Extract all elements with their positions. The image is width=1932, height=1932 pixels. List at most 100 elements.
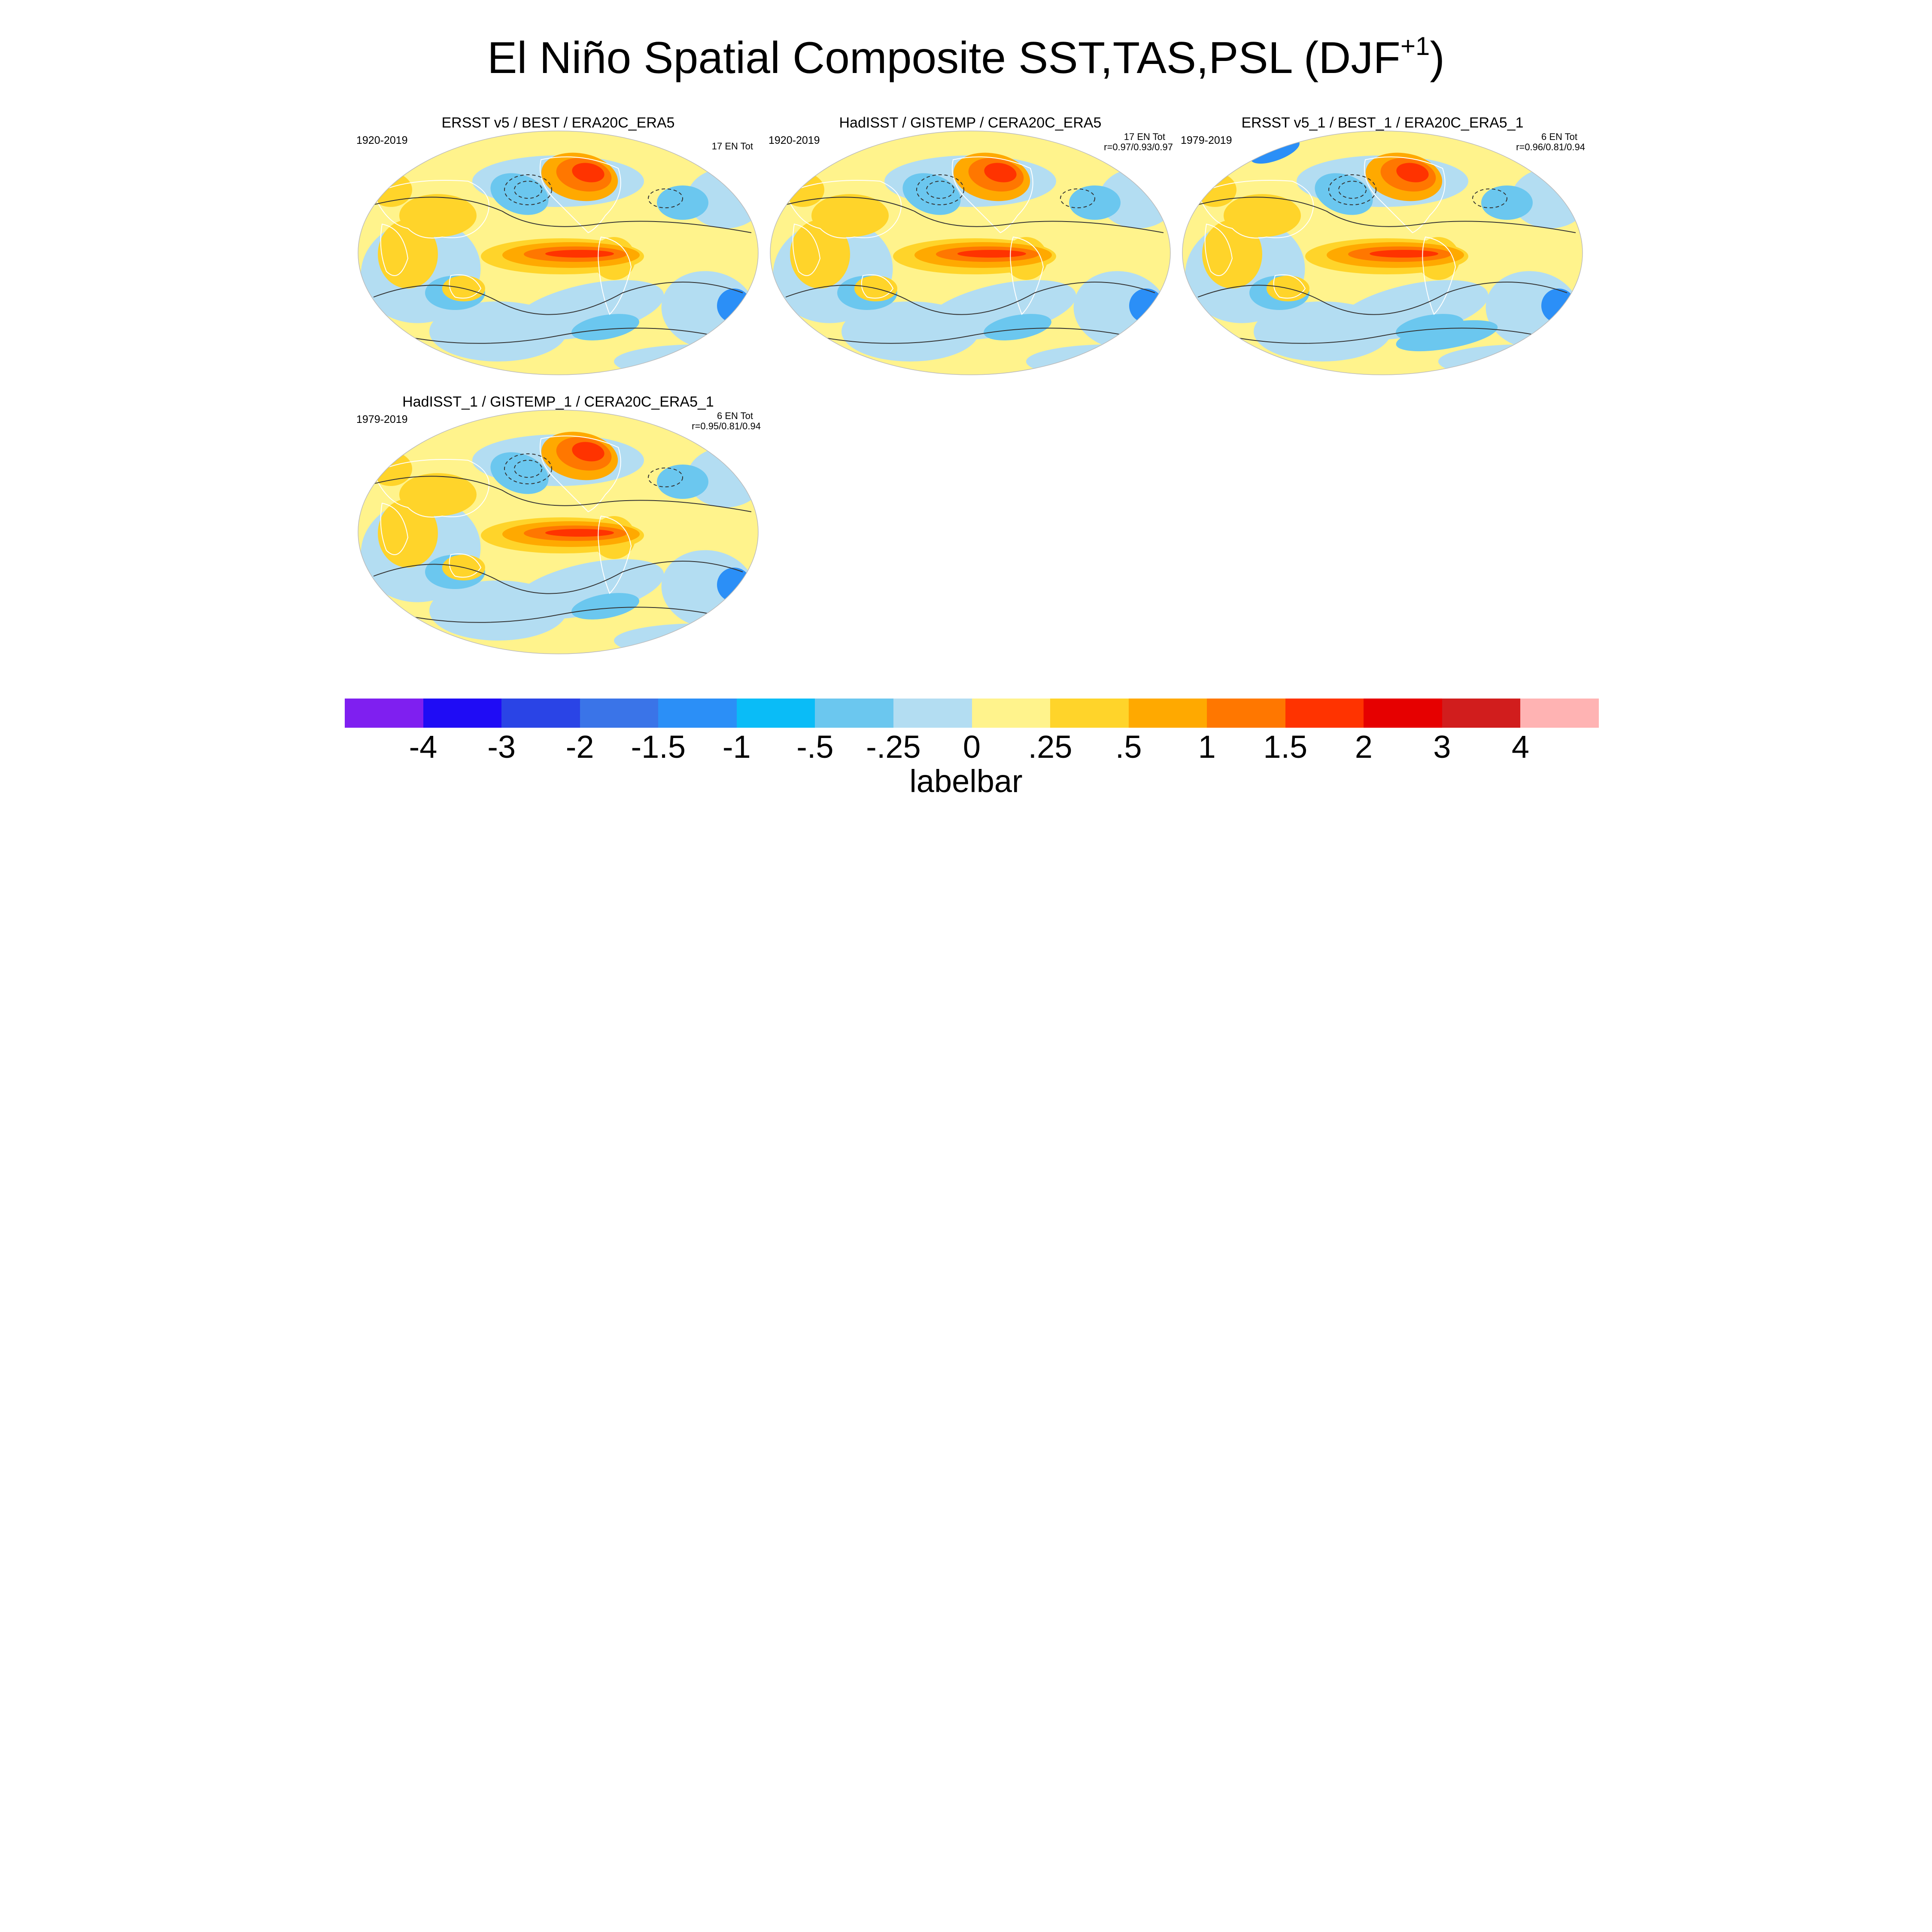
- coastline-africa: [1204, 223, 1233, 276]
- coastlines: [373, 435, 632, 594]
- labelbar-tick-label: -3: [487, 729, 516, 765]
- labelbar-swatch: [1364, 699, 1442, 728]
- composite-map: [1182, 131, 1583, 375]
- labelbar-tick-label: 4: [1511, 729, 1530, 765]
- warm-peak-north-america: [1396, 163, 1429, 182]
- cool-core-south-pacific: [571, 593, 639, 620]
- labelbar-tick-label: .5: [1115, 729, 1142, 765]
- warm-anomaly-europe: [369, 173, 412, 207]
- coastline-australia: [449, 274, 482, 299]
- panel-event-count: 17 EN Tot: [711, 141, 753, 152]
- labelbar-swatch: [658, 699, 737, 728]
- figure-title: El Niño Spatial Composite SST,TAS,PSL (D…: [0, 30, 1932, 86]
- labelbar-tick-label: -4: [409, 729, 437, 765]
- cool-anomaly-southern-ocean: [841, 301, 979, 361]
- labelbar-tick-label: -1: [722, 729, 751, 765]
- warm-peak-north-america: [572, 442, 605, 462]
- cool-core-south-atlantic: [1541, 289, 1576, 323]
- psl-contour-negative: [648, 468, 683, 487]
- cool-core-atlantic: [657, 465, 708, 499]
- labelbar-swatch: [1050, 699, 1129, 728]
- labelbar-swatch: [815, 699, 893, 728]
- psl-contour-line: [1206, 328, 1559, 344]
- labelbar-tick-label: 2: [1355, 729, 1373, 765]
- composite-map: [770, 131, 1171, 375]
- labelbar-tick-label: -1.5: [631, 729, 686, 765]
- labelbar-swatch: [1128, 699, 1207, 728]
- labelbar-tick-label: .25: [1028, 729, 1072, 765]
- panel-period: 1920-2019: [769, 134, 820, 146]
- psl-contour-line: [1197, 282, 1567, 315]
- coastline-south-america: [1010, 236, 1044, 315]
- coastline-eurasia: [373, 459, 489, 518]
- coastline-australia: [861, 274, 894, 299]
- labelbar-tick-labels: -4 -3 -2 -1.5 -1 -.5 -.25 0 .25 .5 1 1.5 2 3 4: [345, 730, 1599, 764]
- psl-contour-line: [794, 328, 1147, 344]
- psl-contours: [365, 174, 752, 344]
- labelbar-tick-label: -2: [565, 729, 594, 765]
- psl-contour-negative: [1328, 174, 1376, 205]
- cool-anomaly-southern-ocean: [1254, 301, 1391, 361]
- labelbar-swatch: [1285, 699, 1364, 728]
- labelbar-swatch: [1207, 699, 1285, 728]
- composite-map: [358, 131, 759, 375]
- labelbar-swatch: [423, 699, 502, 728]
- panel-correlation: r=0.97/0.93/0.97: [1104, 142, 1173, 152]
- psl-contour-negative: [504, 174, 552, 205]
- panel-title: ERSST v5_1 / BEST_1 / ERA20C_ERA5_1: [1241, 115, 1524, 131]
- figure-title-close: ): [1430, 33, 1445, 83]
- psl-contour-line: [373, 282, 743, 315]
- labelbar-tick-label: 0: [963, 729, 981, 765]
- labelbar-tick-label: 1: [1198, 729, 1216, 765]
- cool-core-atlantic: [657, 185, 708, 220]
- coastlines: [785, 156, 1044, 315]
- coastline-eurasia: [1197, 180, 1314, 239]
- warm-anomaly-indian-ocean: [378, 220, 438, 289]
- panel-title: ERSST v5 / BEST / ERA20C_ERA5: [441, 115, 675, 131]
- labelbar-swatch: [580, 699, 659, 728]
- figure-title-superscript: +1: [1400, 32, 1430, 61]
- cool-core-south-pacific: [571, 314, 639, 340]
- coastline-north-america: [540, 435, 621, 513]
- figure-title-text: El Niño Spatial Composite SST,TAS,PSL (D…: [487, 33, 1400, 83]
- labelbar-tick-label: 1.5: [1263, 729, 1308, 765]
- cool-core-atlantic: [1481, 185, 1533, 220]
- warm-anomaly-indian-ocean: [790, 220, 850, 289]
- map-border: [1182, 131, 1583, 375]
- warm-peak-north-america: [984, 163, 1017, 182]
- panel-correlation: r=0.96/0.81/0.94: [1516, 142, 1585, 152]
- cool-anomaly-southern-ocean: [429, 580, 567, 641]
- psl-contour-negative: [926, 181, 954, 199]
- panel-correlation: r=0.95/0.81/0.94: [692, 421, 761, 431]
- map-field: [358, 131, 758, 375]
- coastline-south-america: [598, 236, 632, 315]
- coastline-eurasia: [373, 180, 489, 239]
- labelbar-tick-label: 3: [1433, 729, 1451, 765]
- map-border: [770, 131, 1171, 375]
- psl-contours: [1189, 174, 1576, 344]
- labelbar-swatch: [972, 699, 1051, 728]
- cool-core-south-atlantic: [717, 568, 751, 602]
- enso-tongue-core: [1370, 250, 1438, 258]
- psl-contour-line: [365, 476, 752, 512]
- map-border: [358, 410, 759, 654]
- warm-anomaly-indian-ocean: [1202, 220, 1262, 289]
- map-panel: ERSST v5 / BEST / ERA20C_ERA5 1920-2019 …: [356, 114, 760, 376]
- labelbar-tick-label: -.5: [796, 729, 834, 765]
- psl-contour-line: [382, 328, 735, 344]
- coastline-australia: [1273, 274, 1306, 299]
- labelbar-color-swatches: [345, 699, 1599, 728]
- cool-core-atlantic: [1069, 185, 1121, 220]
- panel-title: HadISST / GISTEMP / CERA20C_ERA5: [839, 115, 1102, 131]
- psl-contour-line: [777, 197, 1164, 233]
- cool-core-south-pacific: [984, 314, 1051, 340]
- psl-contour-negative: [1472, 188, 1507, 208]
- map-field: [770, 131, 1170, 375]
- coastline-africa: [792, 223, 821, 276]
- panel-event-count: 17 EN Tot: [1124, 131, 1165, 142]
- warm-anomaly-europe: [1194, 173, 1236, 207]
- labelbar-tick-label: -.25: [866, 729, 921, 765]
- psl-contours: [365, 453, 752, 623]
- coastline-south-america: [1422, 236, 1456, 315]
